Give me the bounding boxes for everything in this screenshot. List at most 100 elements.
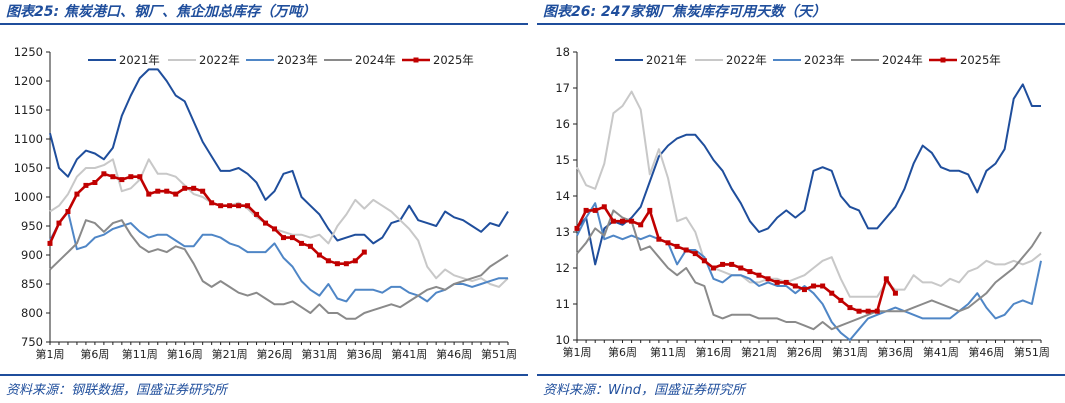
legend-label-y2025: 2025年 bbox=[960, 53, 1001, 67]
x-tick-label: 第41周 bbox=[391, 347, 427, 361]
left-chart-panel: 图表25: 焦炭港口、钢厂、焦企加总库存（万吨） 750 800 850 900 950… bbox=[0, 0, 528, 403]
data-point-y2025 bbox=[710, 265, 716, 271]
y-tick-label: 750 bbox=[21, 335, 43, 349]
series-line-y2021 bbox=[576, 83, 1041, 266]
data-point-y2025 bbox=[209, 200, 215, 206]
data-point-y2025 bbox=[236, 203, 242, 209]
data-point-y2025 bbox=[155, 188, 161, 194]
x-tick-label: 第51周 bbox=[1014, 345, 1050, 359]
data-point-y2025 bbox=[765, 276, 771, 282]
x-tick-label: 第21周 bbox=[741, 345, 777, 359]
x-tick-label: 第21周 bbox=[212, 347, 248, 361]
data-point-y2025 bbox=[792, 283, 798, 289]
data-point-y2025 bbox=[334, 261, 340, 267]
data-point-y2025 bbox=[801, 287, 807, 293]
left-chart-title: 图表25: 焦炭港口、钢厂、焦企加总库存（万吨） bbox=[6, 4, 316, 20]
data-point-y2025 bbox=[692, 251, 698, 257]
data-point-y2025 bbox=[874, 308, 880, 314]
legend-label-y2025: 2025年 bbox=[433, 53, 474, 67]
data-point-y2025 bbox=[280, 235, 286, 241]
data-point-y2025 bbox=[245, 203, 251, 209]
data-point-y2025 bbox=[316, 252, 322, 258]
data-point-y2025 bbox=[656, 236, 662, 242]
series-line-y2023 bbox=[576, 202, 1042, 341]
left-source-rule bbox=[0, 374, 528, 376]
data-point-y2025 bbox=[610, 218, 616, 224]
data-point-y2025 bbox=[200, 188, 206, 194]
data-point-y2025 bbox=[774, 279, 780, 285]
data-point-y2025 bbox=[892, 290, 898, 296]
right-source-rule bbox=[537, 374, 1065, 376]
right-line-chart: 10 11 12 13 14 15 16 17 18 第1周 第6周 第11周 第16周 第21周 第26周… bbox=[555, 45, 1050, 359]
data-point-y2025 bbox=[56, 220, 62, 226]
data-point-y2025 bbox=[583, 207, 589, 213]
x-tick-label: 第6周 bbox=[80, 347, 109, 361]
x-tick-label: 第41周 bbox=[923, 345, 959, 359]
data-point-y2025 bbox=[865, 308, 871, 314]
series-line-y2021 bbox=[49, 68, 509, 245]
x-tick-label: 第46周 bbox=[436, 347, 472, 361]
y-tick-label: 1100 bbox=[14, 132, 43, 146]
x-tick-label: 第1周 bbox=[36, 347, 65, 361]
data-point-y2025 bbox=[883, 276, 889, 282]
data-point-y2025 bbox=[838, 297, 844, 303]
x-tick-label: 第11周 bbox=[650, 345, 686, 359]
data-point-y2025 bbox=[137, 174, 143, 180]
data-point-y2025 bbox=[101, 171, 107, 177]
x-tick-label: 第26周 bbox=[257, 347, 293, 361]
data-point-y2025 bbox=[574, 225, 580, 231]
data-point-y2025 bbox=[272, 226, 278, 232]
y-tick-label: 13 bbox=[555, 225, 570, 239]
data-point-y2025 bbox=[856, 308, 862, 314]
data-point-y2025 bbox=[182, 185, 188, 191]
data-point-y2025 bbox=[683, 247, 689, 253]
data-point-y2025 bbox=[756, 272, 762, 278]
x-tick-label: 第36周 bbox=[877, 345, 913, 359]
legend-label-y2021: 2021年 bbox=[119, 53, 160, 67]
data-point-y2025 bbox=[263, 220, 269, 226]
y-tick-label: 15 bbox=[555, 153, 570, 167]
x-tick-label: 第16周 bbox=[695, 345, 731, 359]
y-tick-label: 11 bbox=[555, 297, 570, 311]
y-tick-label: 17 bbox=[555, 81, 570, 95]
y-tick-label: 1200 bbox=[14, 74, 43, 88]
data-point-y2025 bbox=[92, 180, 98, 185]
x-tick-label: 第31周 bbox=[832, 345, 868, 359]
right-chart-panel: 图表26: 247家钢厂焦炭库存可用天数（天） 10 11 12 13 14 15 16 17… bbox=[537, 0, 1065, 403]
legend-label-y2022: 2022年 bbox=[199, 53, 240, 67]
legend-label-y2023: 2023年 bbox=[277, 53, 318, 67]
right-title-rule bbox=[537, 23, 1065, 25]
data-point-y2025 bbox=[325, 258, 331, 264]
data-point-y2025 bbox=[191, 185, 197, 191]
data-point-y2025 bbox=[146, 191, 152, 197]
data-point-y2025 bbox=[110, 174, 116, 180]
series-line-y2022 bbox=[49, 158, 509, 288]
x-tick-label: 第31周 bbox=[301, 347, 337, 361]
data-point-y2025 bbox=[361, 249, 367, 255]
data-point-y2025 bbox=[164, 188, 170, 194]
y-tick-label: 14 bbox=[555, 189, 570, 203]
data-point-y2025 bbox=[298, 240, 304, 246]
legend-label-y2022: 2022年 bbox=[726, 53, 767, 67]
x-tick-label: 第51周 bbox=[481, 347, 517, 361]
data-point-y2025 bbox=[352, 258, 358, 264]
data-point-y2025 bbox=[629, 218, 635, 224]
x-tick-label: 第36周 bbox=[346, 347, 382, 361]
legend-marker-y2025 bbox=[413, 57, 419, 63]
y-tick-label: 16 bbox=[555, 117, 570, 131]
data-point-y2025 bbox=[729, 261, 735, 267]
legend-marker-y2025 bbox=[940, 57, 946, 63]
series-line-y2024 bbox=[49, 219, 509, 320]
y-tick-label: 1050 bbox=[14, 161, 43, 175]
y-tick-label: 800 bbox=[21, 306, 43, 320]
x-tick-label: 第6周 bbox=[608, 345, 637, 359]
data-point-y2025 bbox=[738, 265, 744, 271]
data-point-y2025 bbox=[289, 235, 295, 241]
series-line-y2024 bbox=[576, 209, 1042, 331]
legend-label-y2024: 2024年 bbox=[355, 53, 396, 67]
data-point-y2025 bbox=[227, 203, 233, 209]
x-tick-label: 第1周 bbox=[563, 345, 592, 359]
y-tick-label: 900 bbox=[21, 248, 43, 262]
legend-label-y2024: 2024年 bbox=[882, 53, 923, 67]
